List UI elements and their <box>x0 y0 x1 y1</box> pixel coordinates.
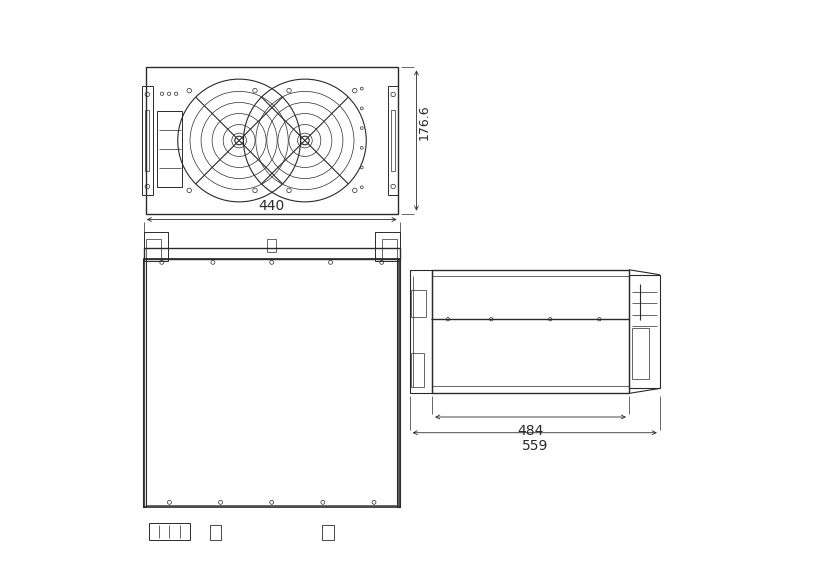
Bar <box>632 328 648 379</box>
Bar <box>143 259 146 507</box>
Bar <box>412 352 424 387</box>
Text: 176.6: 176.6 <box>417 105 431 140</box>
Bar <box>146 259 398 505</box>
Bar <box>375 232 399 261</box>
Bar <box>412 289 426 317</box>
Bar <box>410 270 432 393</box>
Bar <box>210 525 221 540</box>
Bar <box>391 110 395 171</box>
Bar <box>388 86 398 196</box>
Bar <box>432 270 629 393</box>
Text: 559: 559 <box>521 439 548 454</box>
Text: 440: 440 <box>258 199 285 213</box>
Bar <box>157 111 182 187</box>
Bar <box>629 275 660 388</box>
Bar <box>146 239 162 259</box>
Text: 484: 484 <box>517 424 544 438</box>
Bar <box>149 523 190 540</box>
Bar <box>144 232 168 261</box>
Bar <box>382 239 398 259</box>
Bar <box>144 259 399 507</box>
Bar <box>142 86 153 196</box>
Bar <box>144 248 399 259</box>
Bar <box>323 525 333 540</box>
Bar <box>267 239 276 252</box>
Bar <box>145 67 398 214</box>
Bar <box>398 259 400 507</box>
Bar <box>145 110 149 171</box>
